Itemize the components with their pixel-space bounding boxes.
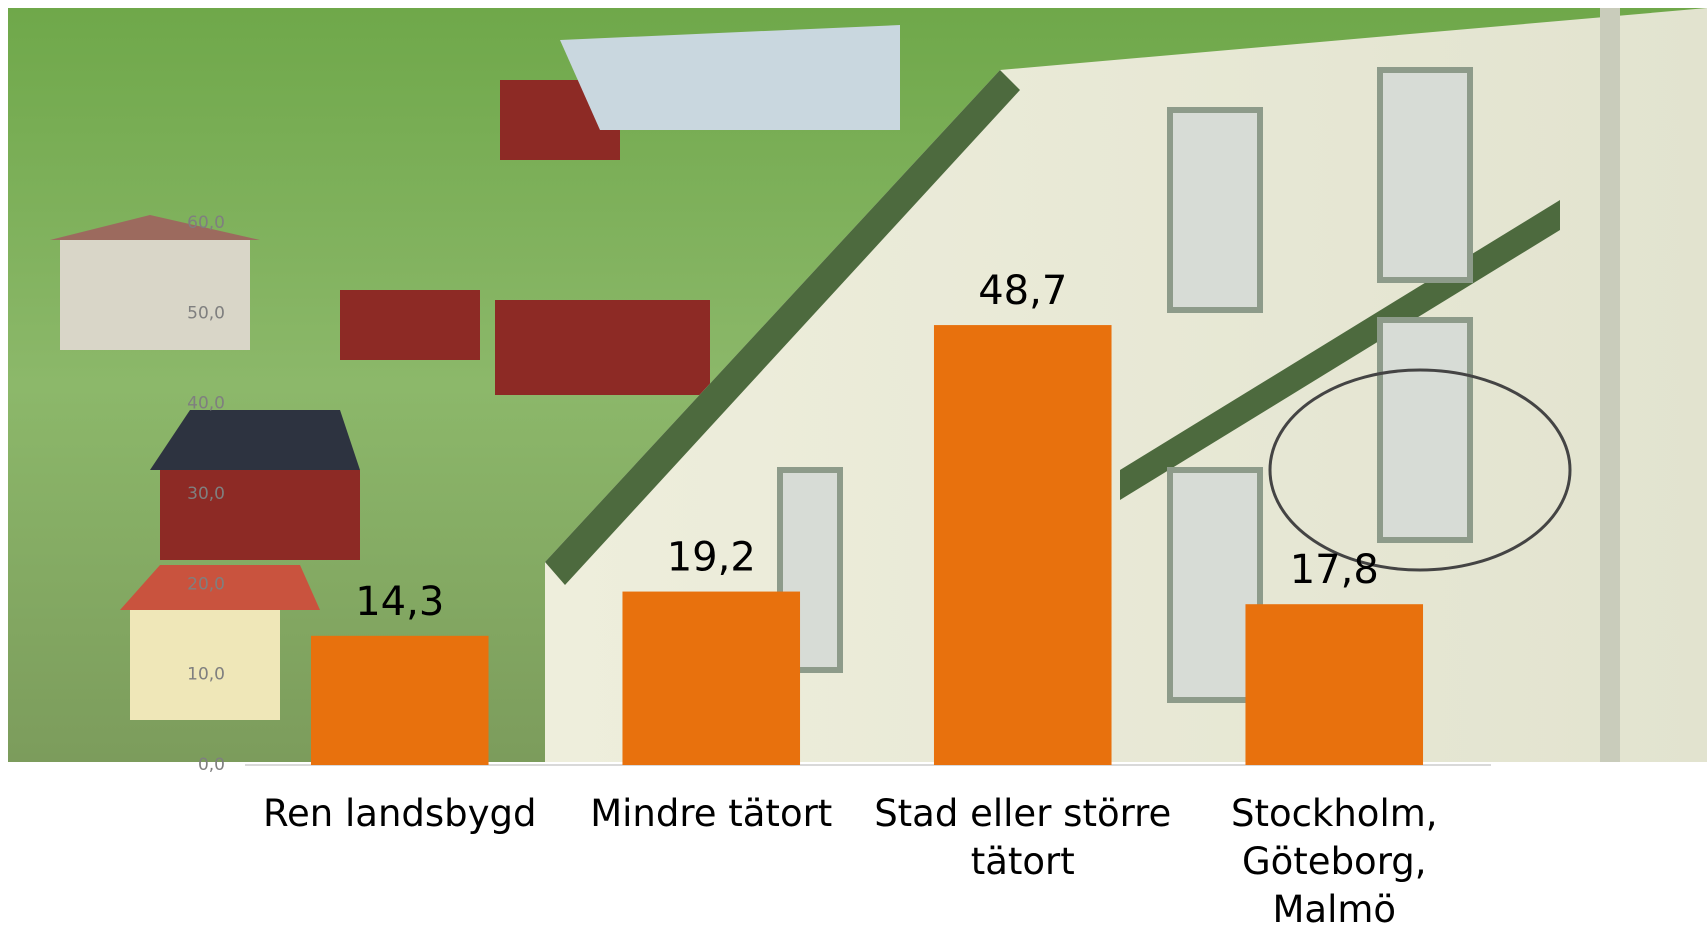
page: 0,0 10,0 20,0 30,0 40,0 50,0 60,0 14,3 19,2 48,7 1…: [0, 0, 1707, 927]
x-tick-label: Stockholm, Göteborg, Malmö: [1184, 790, 1484, 927]
x-tick-label: Ren landsbygd: [250, 790, 550, 838]
data-label: 48,7: [978, 268, 1067, 314]
y-tick-label: 10,0: [187, 665, 225, 685]
x-tick-label: Stad eller större tätort: [873, 790, 1173, 886]
y-tick-label: 0,0: [198, 755, 225, 775]
y-tick-label: 40,0: [187, 394, 225, 414]
data-label: 14,3: [355, 579, 444, 625]
bar: [934, 325, 1112, 765]
y-tick-label: 20,0: [187, 574, 225, 594]
y-tick-label: 30,0: [187, 484, 225, 504]
x-tick-label: Mindre tätort: [561, 790, 861, 838]
bar: [622, 592, 800, 765]
y-tick-label: 50,0: [187, 303, 225, 323]
bar: [311, 636, 489, 765]
data-label: 17,8: [1290, 547, 1379, 593]
bar: [1245, 604, 1423, 765]
y-tick-label: 60,0: [187, 213, 225, 233]
chart: 0,0 10,0 20,0 30,0 40,0 50,0 60,0 14,3 19,2 48,7 1…: [0, 0, 1707, 927]
data-label: 19,2: [667, 535, 756, 581]
background-photo: [8, 8, 1707, 762]
